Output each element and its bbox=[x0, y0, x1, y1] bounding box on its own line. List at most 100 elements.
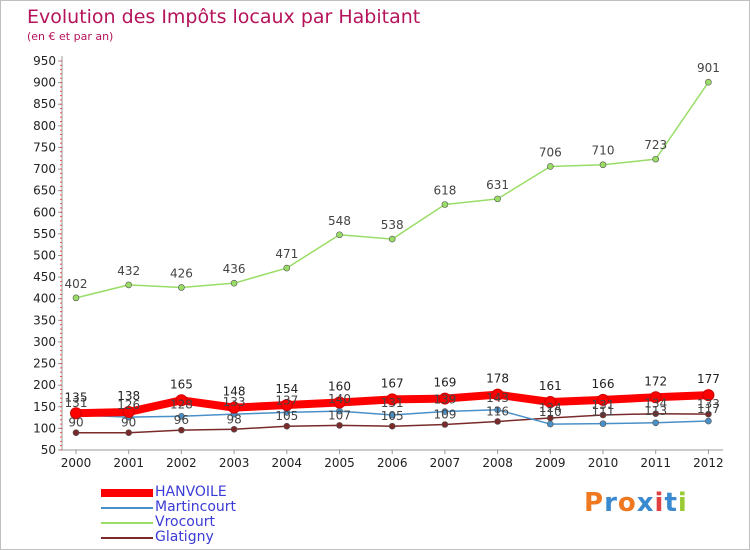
data-point-vrocourt bbox=[652, 155, 660, 163]
y-tick-label: 750 bbox=[33, 140, 56, 154]
chart-subtitle: (en € et par an) bbox=[27, 30, 114, 43]
y-tick-label: 200 bbox=[33, 378, 56, 392]
x-tick-label: 2011 bbox=[640, 456, 671, 470]
proxiti-logo: Proxiti bbox=[584, 488, 688, 518]
data-label-glatigny: 90 bbox=[121, 416, 136, 430]
data-label-glatigny: 90 bbox=[68, 416, 83, 430]
legend-swatch bbox=[101, 507, 153, 509]
data-label-glatigny: 98 bbox=[226, 412, 241, 426]
y-tick-label: 400 bbox=[33, 292, 56, 306]
x-tick-label: 2009 bbox=[535, 456, 566, 470]
data-point-glatigny bbox=[283, 422, 291, 430]
data-label-vrocourt: 710 bbox=[592, 144, 615, 158]
x-tick-label: 2007 bbox=[430, 456, 461, 470]
data-label-martincourt: 128 bbox=[170, 397, 193, 411]
data-label-vrocourt: 901 bbox=[697, 61, 720, 75]
data-point-glatigny bbox=[230, 425, 238, 433]
y-tick-label: 550 bbox=[33, 227, 56, 241]
data-point-hanvoile bbox=[544, 396, 557, 409]
data-label-glatigny: 109 bbox=[433, 407, 456, 421]
data-label-vrocourt: 402 bbox=[65, 277, 88, 291]
y-tick-label: 850 bbox=[33, 97, 56, 111]
data-point-glatigny bbox=[441, 421, 449, 428]
data-point-hanvoile bbox=[491, 388, 504, 401]
data-label-vrocourt: 723 bbox=[644, 138, 667, 152]
y-tick-label: 450 bbox=[33, 270, 56, 284]
data-label-martincourt: 139 bbox=[433, 393, 456, 407]
y-tick-label: 300 bbox=[33, 335, 56, 349]
logo-letter: t bbox=[664, 488, 678, 518]
legend-label: HANVOILE bbox=[155, 484, 227, 500]
data-label-glatigny: 105 bbox=[381, 409, 404, 423]
data-label-glatigny: 134 bbox=[644, 397, 667, 411]
y-tick-label: 800 bbox=[33, 119, 56, 133]
data-point-hanvoile bbox=[228, 401, 241, 414]
data-point-glatigny bbox=[494, 418, 501, 425]
data-point-hanvoile bbox=[649, 391, 662, 404]
data-label-hanvoile: 166 bbox=[592, 377, 615, 391]
data-label-hanvoile: 177 bbox=[697, 372, 720, 386]
data-point-martincourt bbox=[441, 408, 449, 415]
data-point-vrocourt bbox=[388, 235, 396, 243]
data-label-glatigny: 107 bbox=[328, 408, 351, 422]
data-label-vrocourt: 471 bbox=[275, 247, 298, 261]
legend-swatch bbox=[101, 522, 153, 524]
data-label-vrocourt: 618 bbox=[433, 183, 456, 197]
data-point-vrocourt bbox=[178, 284, 185, 291]
x-tick-label: 2000 bbox=[61, 456, 92, 470]
data-point-martincourt bbox=[388, 411, 396, 419]
data-point-glatigny bbox=[599, 411, 607, 419]
y-tick-label: 650 bbox=[33, 184, 56, 198]
data-point-hanvoile bbox=[702, 389, 715, 402]
logo-letter: i bbox=[654, 488, 665, 518]
logo-letter: P bbox=[584, 488, 605, 518]
data-label-vrocourt: 631 bbox=[486, 178, 509, 192]
data-label-hanvoile: 169 bbox=[433, 376, 456, 390]
data-point-vrocourt bbox=[125, 281, 132, 289]
data-point-hanvoile bbox=[333, 396, 346, 409]
data-label-hanvoile: 148 bbox=[223, 385, 246, 399]
data-point-hanvoile bbox=[438, 392, 451, 405]
data-label-vrocourt: 432 bbox=[117, 264, 140, 278]
data-point-glatigny bbox=[705, 410, 712, 418]
data-label-hanvoile: 178 bbox=[486, 372, 509, 386]
data-label-hanvoile: 167 bbox=[381, 376, 404, 390]
data-point-vrocourt bbox=[494, 195, 501, 203]
data-point-vrocourt bbox=[599, 161, 607, 169]
data-point-hanvoile bbox=[597, 393, 609, 406]
x-tick-label: 2005 bbox=[324, 456, 355, 470]
data-label-martincourt: 143 bbox=[486, 391, 509, 405]
x-tick-label: 2001 bbox=[113, 456, 144, 470]
data-label-vrocourt: 436 bbox=[223, 262, 246, 276]
y-tick-label: 700 bbox=[33, 162, 56, 176]
data-point-hanvoile bbox=[175, 394, 188, 407]
data-label-martincourt: 117 bbox=[697, 402, 720, 416]
data-label-vrocourt: 538 bbox=[381, 218, 404, 232]
legend-swatch bbox=[101, 489, 153, 497]
data-label-hanvoile: 172 bbox=[644, 374, 667, 388]
y-tick-label: 150 bbox=[33, 400, 56, 414]
logo-letter: x bbox=[636, 488, 655, 518]
legend-label: Vrocourt bbox=[155, 514, 215, 530]
legend-label: Martincourt bbox=[155, 499, 237, 515]
y-tick-label: 500 bbox=[33, 249, 56, 263]
data-label-glatigny: 96 bbox=[174, 413, 189, 427]
y-tick-label: 50 bbox=[41, 443, 56, 457]
data-label-hanvoile: 138 bbox=[117, 389, 140, 403]
y-tick-label: 900 bbox=[33, 76, 56, 90]
data-point-hanvoile bbox=[280, 399, 293, 412]
data-point-martincourt bbox=[652, 419, 660, 427]
data-label-hanvoile: 160 bbox=[328, 379, 351, 393]
data-label-glatigny: 124 bbox=[539, 401, 562, 415]
data-label-vrocourt: 706 bbox=[539, 145, 562, 159]
x-tick-label: 2003 bbox=[219, 456, 250, 470]
y-tick-label: 350 bbox=[33, 313, 56, 327]
data-point-martincourt bbox=[178, 412, 185, 420]
chart-title: Evolution des Impôts locaux par Habitant bbox=[27, 6, 421, 28]
data-label-martincourt: 111 bbox=[592, 405, 615, 419]
data-label-martincourt: 133 bbox=[223, 395, 246, 409]
data-point-martincourt bbox=[705, 417, 712, 425]
data-label-martincourt: 140 bbox=[328, 392, 351, 406]
